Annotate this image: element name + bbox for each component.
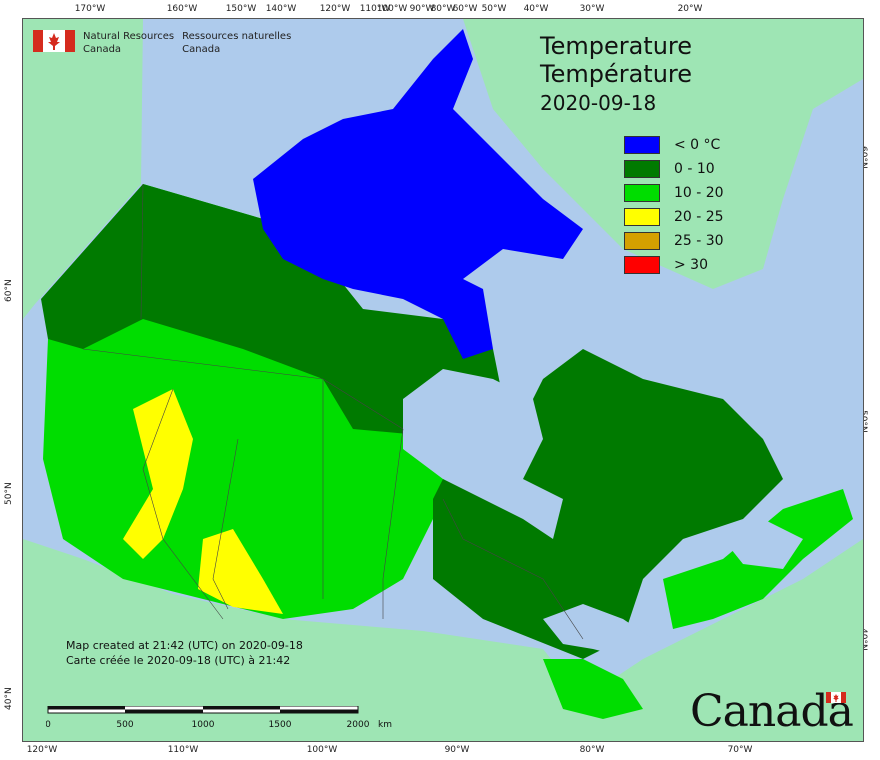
lon-tick-top: 40°W: [523, 4, 549, 14]
lon-tick-bottom: 120°W: [26, 745, 58, 755]
lat-tick-left: 60°N: [4, 279, 14, 302]
temperature-map: [22, 18, 864, 742]
lon-tick-top: 150°W: [225, 4, 257, 14]
lon-tick-top: 80°W: [430, 4, 456, 14]
scale-label: 0: [46, 720, 51, 730]
legend-label: 10 - 20: [674, 185, 724, 201]
lon-tick-bottom: 90°W: [444, 745, 470, 755]
title-english: Temperature: [540, 32, 693, 60]
lon-tick-bottom: 80°W: [579, 745, 605, 755]
map-title: Temperature Température 2020-09-18: [540, 32, 692, 116]
lon-tick-top: 20°W: [677, 4, 703, 14]
legend-swatch: [624, 136, 660, 154]
lon-tick-bottom: 100°W: [306, 745, 338, 755]
legend-item: 10 - 20: [624, 181, 724, 205]
province-boundaries: [82, 183, 584, 640]
title-french: Température: [540, 60, 693, 88]
legend-swatch: [624, 208, 660, 226]
legend-swatch: [624, 184, 660, 202]
legend-label: < 0 °C: [674, 137, 721, 153]
map-credit: Map created at 21:42 (UTC) on 2020-09-18…: [66, 638, 303, 668]
legend-item: < 0 °C: [624, 133, 724, 157]
wordmark-flag-icon: [826, 692, 846, 703]
lon-tick-top: 140°W: [265, 4, 297, 14]
lon-tick-top: 60°W: [452, 4, 478, 14]
zone-ontario-south: [543, 659, 643, 719]
lon-tick-bottom: 70°W: [727, 745, 753, 755]
title-date: 2020-09-18: [540, 91, 657, 115]
legend-item: > 30: [624, 253, 724, 277]
scale-bar-graphic: 0 500 1000 1500 2000 km: [45, 705, 392, 730]
lon-tick-top: 110°W: [359, 4, 391, 14]
legend-swatch: [624, 232, 660, 250]
legend-item: 0 - 10: [624, 157, 724, 181]
department-name-fr: Ressources naturelles: [182, 31, 292, 42]
zone-hot-south: [198, 529, 283, 614]
scale-label: 500: [116, 720, 133, 730]
canada-flag-icon: [33, 30, 75, 52]
country-name-fr: Canada: [182, 44, 221, 55]
scale-unit: km: [378, 720, 392, 730]
alaska-land: [23, 19, 143, 319]
legend-label: 25 - 30: [674, 233, 724, 249]
legend-swatch: [624, 256, 660, 274]
legend-item: 25 - 30: [624, 229, 724, 253]
credit-french: Carte créée le 2020-09-18 (UTC) à 21:42: [66, 654, 291, 667]
scale-label: 1500: [269, 720, 292, 730]
department-signature: Natural Resources Canada Ressources natu…: [33, 30, 291, 56]
legend-label: 0 - 10: [674, 161, 715, 177]
lon-tick-top: 100°W: [376, 4, 408, 14]
legend-label: 20 - 25: [674, 209, 724, 225]
baffin-island-cold: [443, 269, 493, 359]
hudson-bay: [403, 369, 563, 539]
great-lakes: [543, 604, 653, 659]
credit-english: Map created at 21:42 (UTC) on 2020-09-18: [66, 639, 303, 652]
lon-tick-bottom: 110°W: [167, 745, 199, 755]
lon-tick-top: 160°W: [166, 4, 198, 14]
lon-tick-top: 120°W: [319, 4, 351, 14]
arctic-islands-cold: [253, 29, 583, 319]
lon-tick-top: 170°W: [74, 4, 106, 14]
legend-label: > 30: [674, 257, 708, 273]
legend-item: 20 - 25: [624, 205, 724, 229]
country-name-en: Canada: [83, 44, 122, 55]
lat-tick-left: 40°N: [4, 687, 14, 710]
scale-label: 2000: [347, 720, 370, 730]
gulf-st-lawrence: [723, 519, 803, 569]
lat-tick-left: 50°N: [4, 482, 14, 505]
greenland-land: [463, 19, 863, 289]
zone-north-boreal: [41, 184, 503, 439]
legend-swatch: [624, 160, 660, 178]
legend: < 0 °C 0 - 10 10 - 20 20 - 25 25 - 30 > …: [624, 133, 724, 277]
lon-tick-top: 30°W: [579, 4, 605, 14]
scale-bar: 0 500 1000 1500 2000 km: [45, 705, 426, 738]
lon-tick-top: 50°W: [481, 4, 507, 14]
usa-land: [23, 539, 863, 741]
lon-tick-top: 90°W: [409, 4, 435, 14]
zone-hot: [123, 389, 193, 559]
scale-label: 1000: [192, 720, 215, 730]
department-name-en: Natural Resources: [83, 31, 175, 42]
map-canvas: [23, 19, 863, 741]
